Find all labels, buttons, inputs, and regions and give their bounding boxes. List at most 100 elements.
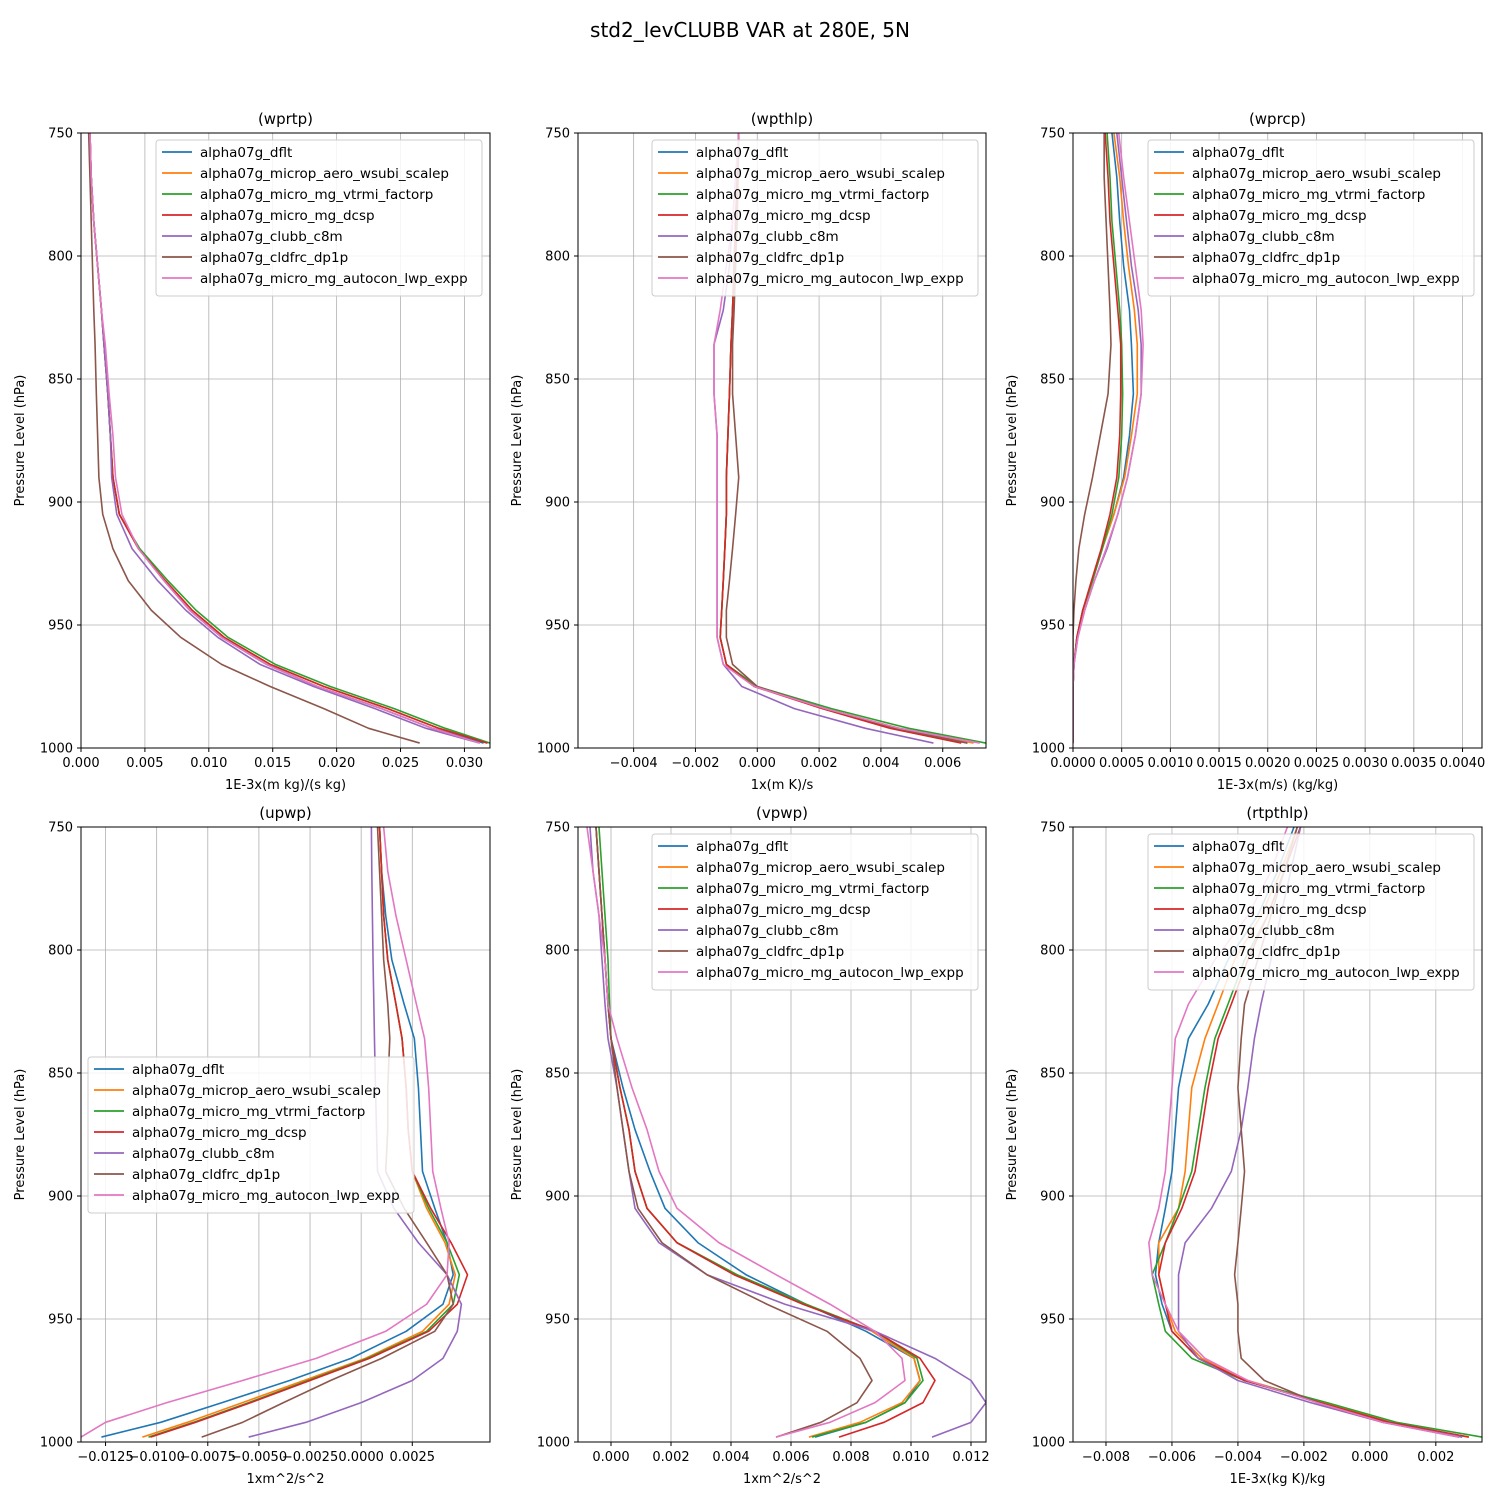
figure-title: std2_levCLUBB VAR at 280E, 5N (590, 18, 910, 42)
x-tick-label: −0.002 (1280, 1450, 1328, 1465)
legend-entry: alpha07g_clubb_c8m (132, 1146, 275, 1162)
y-tick-label: 800 (1040, 944, 1065, 959)
x-tick-label: 0.002 (800, 756, 837, 771)
y-tick-label: 850 (545, 1067, 570, 1082)
legend-entry: alpha07g_microp_aero_wsubi_scalep (200, 166, 449, 182)
legend-entry: alpha07g_cldfrc_dp1p (696, 944, 844, 960)
series-line-alpha07g_microp_aero_wsubi_scalep (1073, 133, 1139, 744)
series-line-alpha07g_micro_mg_dcsp (1073, 133, 1122, 744)
y-tick-label: 850 (48, 1067, 73, 1082)
legend: alpha07g_dflt alpha07g_microp_aero_wsubi_… (87, 1056, 415, 1214)
legend-entry: alpha07g_clubb_c8m (1192, 923, 1335, 939)
y-tick-label: 950 (48, 619, 73, 634)
legend-entry: alpha07g_micro_mg_vtrmi_factorp (1192, 881, 1425, 897)
x-tick-label: −0.008 (1082, 1450, 1130, 1465)
legend-entry: alpha07g_cldfrc_dp1p (696, 250, 844, 266)
chart-panel-rtpthlp: −0.008 −0.006 −0.004 −0.002 0.000 0.002 750 800… (1005, 804, 1483, 1487)
legend-box (651, 833, 979, 991)
chart-panel-wprcp: 0.0000 0.0005 0.0010 0.0015 0.0020 0.0025 0.00… (1005, 110, 1485, 793)
legend-entry: alpha07g_micro_mg_dcsp (200, 208, 375, 224)
x-tick-label: −0.0050 (231, 1450, 287, 1465)
y-tick-label: 800 (48, 944, 73, 959)
y-axis-label: Pressure Level (hPa) (1005, 1069, 1020, 1201)
y-tick-label: 900 (1040, 1190, 1065, 1205)
legend-entry: alpha07g_dflt (1192, 145, 1284, 161)
y-tick-label: 1000 (537, 1436, 570, 1451)
y-axis-label: Pressure Level (hPa) (510, 1069, 525, 1201)
plot-frame (80, 826, 491, 1443)
x-tick-label: 0.004 (712, 1450, 749, 1465)
x-tick-label: 0.006 (772, 1450, 809, 1465)
legend-box (87, 1056, 415, 1214)
legend-entry: alpha07g_dflt (696, 839, 788, 855)
y-tick-label: 1000 (1032, 742, 1065, 757)
x-tick-label: 0.0035 (1391, 756, 1437, 771)
x-tick-label: 0.0040 (1440, 756, 1486, 771)
x-tick-label: 0.025 (382, 756, 419, 771)
legend: alpha07g_dflt alpha07g_microp_aero_wsubi_… (1147, 139, 1475, 297)
x-tick-label: 0.020 (318, 756, 355, 771)
series-line-alpha07g_cldfrc_dp1p (1073, 133, 1112, 744)
x-tick-label: 0.030 (446, 756, 483, 771)
legend-entry: alpha07g_clubb_c8m (200, 229, 343, 245)
legend-entry: alpha07g_micro_mg_autocon_lwp_expp (696, 271, 964, 287)
legend-entry: alpha07g_micro_mg_vtrmi_factorp (132, 1104, 365, 1120)
x-tick-label: −0.002 (671, 756, 719, 771)
panel-title: (upwp) (259, 804, 312, 822)
x-axis-label: 1E-3x(kg K)/kg (1230, 1472, 1326, 1487)
legend-entry: alpha07g_cldfrc_dp1p (1192, 250, 1340, 266)
legend-entry: alpha07g_micro_mg_autocon_lwp_expp (1192, 271, 1460, 287)
y-tick-label: 950 (545, 1313, 570, 1328)
x-tick-label: 0.002 (1417, 1450, 1454, 1465)
x-tick-label: 0.010 (892, 1450, 929, 1465)
panel-title: (vpwp) (756, 804, 808, 822)
y-tick-label: 850 (48, 373, 73, 388)
y-tick-label: 1000 (40, 742, 73, 757)
x-tick-label: 0.004 (862, 756, 899, 771)
y-tick-label: 750 (545, 821, 570, 836)
x-axis-label: 1xm^2/s^2 (743, 1472, 821, 1487)
chart-panel-vpwp: 0.000 0.002 0.004 0.006 0.008 0.010 0.012 750 80… (510, 804, 990, 1487)
series-group (1073, 133, 1144, 744)
x-tick-label: 0.000 (1351, 1450, 1388, 1465)
series-group (586, 827, 986, 1438)
x-tick-label: 0.0025 (390, 1450, 436, 1465)
legend-box (155, 139, 483, 297)
y-tick-label: 1000 (537, 742, 570, 757)
x-tick-label: 0.008 (832, 1450, 869, 1465)
legend-entry: alpha07g_microp_aero_wsubi_scalep (1192, 166, 1441, 182)
plot-frame (577, 826, 987, 1443)
series-line-alpha07g_dflt (101, 827, 454, 1438)
legend-entry: alpha07g_clubb_c8m (696, 923, 839, 939)
legend-box (651, 139, 979, 297)
x-tick-label: 0.005 (126, 756, 163, 771)
y-tick-label: 750 (48, 127, 73, 142)
x-axis-label: 1E-3x(m kg)/(s kg) (225, 778, 346, 793)
legend-entry: alpha07g_microp_aero_wsubi_scalep (1192, 860, 1441, 876)
x-tick-label: 0.015 (254, 756, 291, 771)
legend-entry: alpha07g_dflt (200, 145, 292, 161)
y-tick-label: 750 (48, 821, 73, 836)
plot-frame (1072, 826, 1483, 1443)
legend-entry: alpha07g_clubb_c8m (696, 229, 839, 245)
legend-entry: alpha07g_micro_mg_autocon_lwp_expp (696, 965, 964, 981)
legend: alpha07g_dflt alpha07g_microp_aero_wsubi_… (651, 833, 979, 991)
legend: alpha07g_dflt alpha07g_microp_aero_wsubi_… (155, 139, 483, 297)
legend-entry: alpha07g_micro_mg_dcsp (696, 208, 871, 224)
x-tick-label: 0.002 (652, 1450, 689, 1465)
y-axis-label: Pressure Level (hPa) (13, 375, 28, 507)
y-tick-label: 900 (545, 496, 570, 511)
legend-entry: alpha07g_micro_mg_vtrmi_factorp (1192, 187, 1425, 203)
legend-entry: alpha07g_microp_aero_wsubi_scalep (696, 166, 945, 182)
x-tick-label: −0.0075 (180, 1450, 236, 1465)
y-tick-label: 750 (1040, 127, 1065, 142)
series-line-alpha07g_micro_mg_autocon_lwp_expp (586, 827, 906, 1438)
y-tick-label: 850 (1040, 373, 1065, 388)
y-tick-label: 900 (48, 496, 73, 511)
y-tick-label: 950 (545, 619, 570, 634)
chart-panel-upwp: −0.0125−0.0100−0.0075−0.0050−0.0025 0.000… (13, 804, 491, 1487)
y-tick-label: 800 (48, 250, 73, 265)
x-tick-label: 0.0015 (1196, 756, 1242, 771)
legend-entry: alpha07g_micro_mg_dcsp (696, 902, 871, 918)
